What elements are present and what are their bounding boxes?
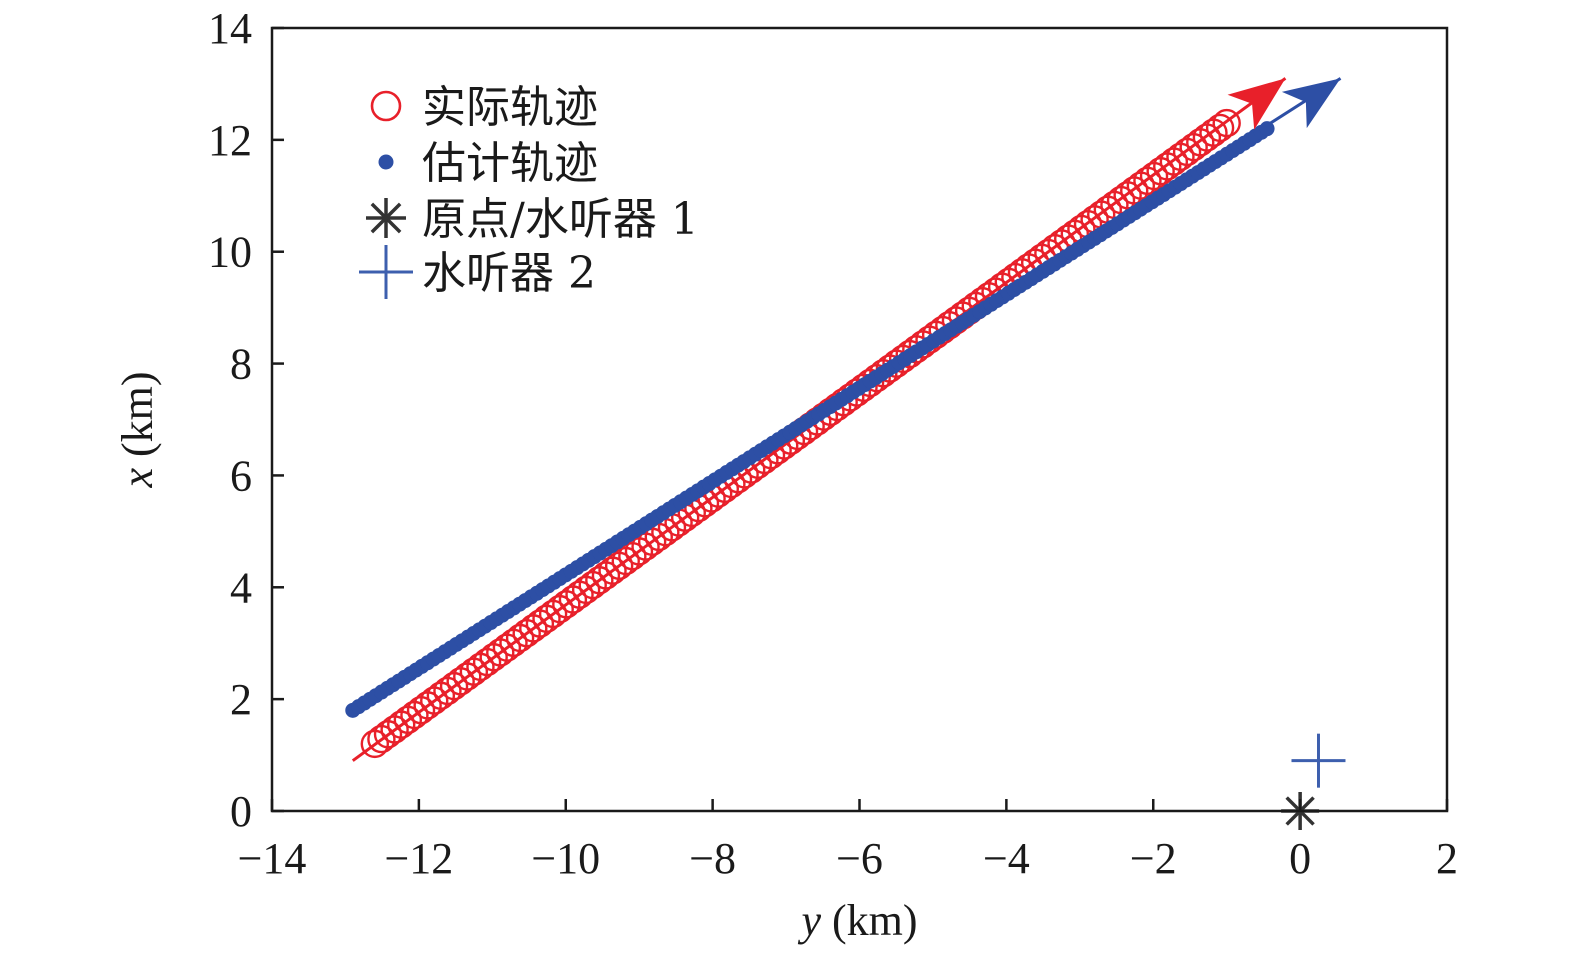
legend-label: 实际轨迹 bbox=[422, 82, 598, 133]
legend-label: 水听器 2 bbox=[422, 248, 596, 299]
y-tick-label: 10 bbox=[208, 228, 252, 277]
hydrophone-2-marker bbox=[1291, 733, 1346, 788]
x-tick-label: −14 bbox=[238, 834, 307, 883]
actual-trajectory-point bbox=[1212, 108, 1241, 138]
y-tick-label: 12 bbox=[208, 116, 252, 165]
x-tick-label: −10 bbox=[531, 834, 600, 883]
x-tick-label: −4 bbox=[983, 834, 1030, 883]
y-tick-label: 4 bbox=[230, 563, 252, 612]
y-axis-label-unit: (km) bbox=[113, 371, 162, 468]
y-tick-label: 0 bbox=[230, 787, 252, 836]
legend-label: 原点/水听器 1 bbox=[422, 194, 699, 245]
y-tick-label: 8 bbox=[230, 340, 252, 389]
legend-actual-marker bbox=[370, 90, 402, 122]
legend-hydrophone-2-marker bbox=[359, 245, 413, 299]
x-tick-label: −2 bbox=[1130, 834, 1177, 883]
actual-trajectory-point bbox=[1205, 113, 1235, 143]
x-axis-label-unit: (km) bbox=[821, 896, 918, 945]
x-tick-label: −12 bbox=[384, 834, 453, 883]
y-tick-label: 6 bbox=[230, 451, 252, 500]
asterisk-stroke bbox=[370, 202, 402, 234]
x-axis-label-var: y bbox=[797, 896, 821, 945]
actual-trajectory-arrow-icon bbox=[1227, 78, 1286, 130]
y-tick-label: 2 bbox=[230, 675, 252, 724]
y-axis-label-var: x bbox=[113, 468, 162, 489]
legend-label: 估计轨迹 bbox=[422, 138, 598, 189]
x-tick-label: 2 bbox=[1436, 834, 1458, 883]
legend-estimated-marker bbox=[378, 154, 394, 170]
x-tick-label: −8 bbox=[689, 834, 736, 883]
estimated-trajectory-point bbox=[1259, 121, 1275, 137]
y-tick-label: 14 bbox=[208, 4, 252, 53]
estimated-trajectory-arrow-icon bbox=[1281, 78, 1341, 129]
y-axis-label: x (km) bbox=[113, 371, 162, 488]
x-tick-label: 0 bbox=[1289, 834, 1311, 883]
x-axis-label: y (km) bbox=[797, 896, 917, 945]
x-tick-label: −6 bbox=[836, 834, 883, 883]
plot-data-layer bbox=[345, 77, 1346, 830]
axis-ticks: −14 −12 −10 −8 −6 −4 −2 0 2 0 2 4 6 8 10 12 14 bbox=[208, 4, 1458, 883]
legend-origin-marker bbox=[366, 198, 406, 238]
